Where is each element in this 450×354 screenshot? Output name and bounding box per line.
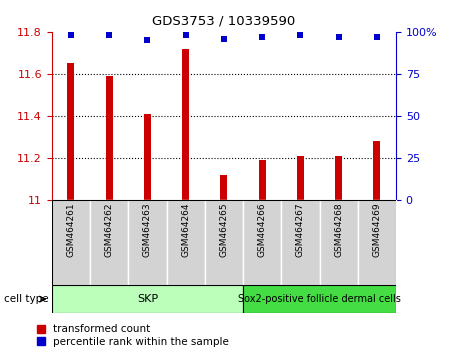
Text: SKP: SKP: [137, 294, 158, 304]
Text: Sox2-positive follicle dermal cells: Sox2-positive follicle dermal cells: [238, 294, 401, 304]
Text: GSM464261: GSM464261: [67, 202, 76, 257]
Bar: [374, 141, 380, 200]
Point: [374, 34, 381, 40]
Text: GSM464267: GSM464267: [296, 202, 305, 257]
Bar: [281, 200, 320, 285]
Bar: [320, 200, 358, 285]
Bar: [128, 200, 166, 285]
Bar: [68, 63, 74, 200]
Bar: [243, 200, 281, 285]
Point: [182, 33, 189, 38]
Point: [335, 34, 342, 40]
Point: [105, 33, 112, 38]
Point: [144, 38, 151, 43]
Bar: [106, 76, 112, 200]
Bar: [243, 285, 396, 313]
Text: GSM464265: GSM464265: [220, 202, 228, 257]
Point: [220, 36, 227, 41]
Point: [297, 33, 304, 38]
Title: GDS3753 / 10339590: GDS3753 / 10339590: [152, 15, 296, 28]
Bar: [144, 114, 151, 200]
Text: GSM464262: GSM464262: [104, 202, 113, 257]
Text: GSM464266: GSM464266: [257, 202, 266, 257]
Bar: [220, 175, 227, 200]
Bar: [335, 156, 342, 200]
Bar: [259, 160, 266, 200]
Bar: [90, 200, 128, 285]
Text: cell type: cell type: [4, 294, 49, 304]
Legend: transformed count, percentile rank within the sample: transformed count, percentile rank withi…: [37, 324, 229, 347]
Bar: [52, 200, 90, 285]
Bar: [358, 200, 396, 285]
Bar: [166, 200, 205, 285]
Text: GSM464264: GSM464264: [181, 202, 190, 257]
Point: [68, 33, 75, 38]
Point: [258, 34, 265, 40]
Bar: [182, 49, 189, 200]
Bar: [52, 285, 243, 313]
Text: GSM464263: GSM464263: [143, 202, 152, 257]
Bar: [297, 156, 304, 200]
Text: GSM464268: GSM464268: [334, 202, 343, 257]
Bar: [205, 200, 243, 285]
Text: GSM464269: GSM464269: [373, 202, 382, 257]
